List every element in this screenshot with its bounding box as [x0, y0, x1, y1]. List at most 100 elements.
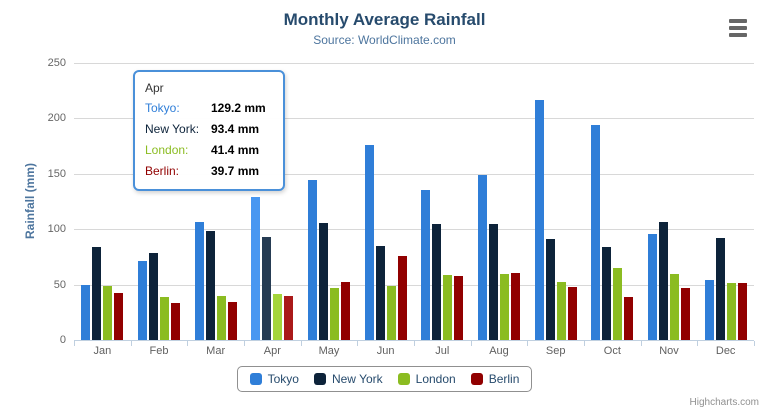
column-new-york-apr[interactable] [262, 237, 272, 340]
y-axis-tick-label: 50 [53, 278, 66, 291]
column-berlin-may[interactable] [340, 282, 350, 340]
column-london-jul[interactable] [443, 275, 453, 340]
x-axis-label-jun: Jun [376, 345, 395, 357]
column-berlin-jan[interactable] [114, 293, 124, 340]
x-axis-tick [357, 341, 358, 346]
legend-item-london[interactable]: London [397, 372, 456, 386]
column-berlin-jun[interactable] [397, 256, 407, 340]
column-london-apr[interactable] [273, 294, 283, 340]
tooltip-header: Apr [145, 81, 164, 95]
column-london-nov[interactable] [669, 274, 679, 340]
x-axis-tick [641, 341, 642, 346]
legend-swatch-icon [470, 373, 483, 385]
column-london-mar[interactable] [216, 296, 226, 340]
export-menu-icon[interactable] [729, 19, 747, 40]
x-axis-tick [131, 341, 132, 346]
x-axis-label-jan: Jan [93, 345, 112, 357]
chart-subtitle: Source: WorldClimate.com [313, 33, 456, 47]
y-axis-labels: 0 50 100 150 200 250 [0, 0, 68, 416]
bar-group-dec [697, 63, 754, 340]
column-tokyo-jul[interactable] [421, 190, 431, 340]
gridline [74, 173, 754, 175]
x-axis-tick [301, 341, 302, 346]
bar-group-feb [131, 63, 188, 340]
column-london-may[interactable] [329, 288, 339, 340]
column-berlin-aug[interactable] [510, 273, 520, 340]
column-new-york-jul[interactable] [432, 224, 442, 340]
bar-group-jan [74, 63, 131, 340]
legend: Tokyo New York London Berlin [236, 366, 533, 392]
legend-item-tokyo[interactable]: Tokyo [249, 372, 299, 386]
column-tokyo-feb[interactable] [137, 261, 147, 340]
x-axis-label-feb: Feb [149, 345, 169, 357]
column-berlin-jul[interactable] [454, 276, 464, 340]
column-london-sep[interactable] [556, 282, 566, 340]
tooltip-row-tokyo-: Tokyo: 129.2 mm [145, 98, 273, 119]
column-tokyo-oct[interactable] [591, 125, 601, 340]
x-axis-tick [414, 341, 415, 346]
column-new-york-oct[interactable] [602, 247, 612, 340]
column-london-aug[interactable] [499, 274, 509, 340]
legend-item-berlin[interactable]: Berlin [470, 372, 520, 386]
column-new-york-jan[interactable] [92, 247, 102, 340]
x-axis-tick [244, 341, 245, 346]
x-axis-label-aug: Aug [489, 345, 509, 357]
column-berlin-oct[interactable] [624, 297, 634, 340]
legend-item-new-york[interactable]: New York [313, 372, 383, 386]
column-london-feb[interactable] [159, 297, 169, 340]
column-tokyo-nov[interactable] [647, 234, 657, 340]
column-tokyo-dec[interactable] [704, 280, 714, 340]
column-tokyo-may[interactable] [307, 180, 317, 340]
column-new-york-mar[interactable] [205, 231, 215, 340]
column-london-jun[interactable] [386, 286, 396, 340]
x-axis-tick [527, 341, 528, 346]
tooltip-series-name: Tokyo: [145, 101, 180, 115]
y-axis-tick-label: 150 [47, 167, 66, 180]
column-tokyo-sep[interactable] [534, 100, 544, 340]
tooltip-series-value: 39.7 mm [211, 164, 260, 178]
column-tokyo-apr[interactable] [251, 197, 261, 340]
x-axis-label-oct: Oct [603, 345, 621, 357]
bar-group-oct [584, 63, 641, 340]
column-berlin-feb[interactable] [170, 303, 180, 340]
column-berlin-sep[interactable] [567, 287, 577, 340]
column-berlin-apr[interactable] [284, 296, 294, 340]
x-axis-tick [754, 341, 755, 346]
column-tokyo-aug[interactable] [477, 175, 487, 340]
column-new-york-feb[interactable] [148, 253, 158, 340]
bar-group-nov [641, 63, 698, 340]
x-axis-tick [584, 341, 585, 346]
credits-link[interactable]: Highcharts.com [689, 397, 759, 408]
column-berlin-nov[interactable] [680, 288, 690, 340]
column-new-york-sep[interactable] [545, 239, 555, 340]
bar-group-jun [357, 63, 414, 340]
legend-label: Tokyo [267, 372, 299, 386]
y-axis-tick-label: 250 [47, 57, 66, 69]
column-new-york-jun[interactable] [375, 246, 385, 340]
bar-group-sep [527, 63, 584, 340]
tooltip-series-value: 41.4 mm [211, 143, 260, 157]
column-london-oct[interactable] [613, 268, 623, 340]
x-axis-label-sep: Sep [545, 345, 566, 357]
column-new-york-dec[interactable] [715, 238, 725, 340]
column-tokyo-jan[interactable] [81, 285, 91, 340]
x-axis-tick [187, 341, 188, 346]
column-new-york-aug[interactable] [488, 224, 498, 340]
column-london-dec[interactable] [726, 283, 736, 340]
plot-area [74, 63, 755, 346]
column-berlin-dec[interactable] [737, 283, 747, 340]
y-axis-tick-label: 100 [47, 223, 66, 236]
column-tokyo-jun[interactable] [364, 145, 374, 340]
y-axis-tick-label: 200 [47, 112, 66, 125]
column-new-york-may[interactable] [318, 223, 328, 340]
column-berlin-mar[interactable] [227, 302, 237, 340]
tooltip-series-name: New York: [145, 122, 200, 136]
tooltip-row-london-: London: 41.4 mm [145, 140, 273, 161]
legend-label: Berlin [488, 372, 520, 386]
column-tokyo-mar[interactable] [194, 222, 204, 340]
tooltip-row-berlin-: Berlin: 39.7 mm [145, 161, 273, 182]
gridline [74, 63, 754, 64]
x-axis-label-apr: Apr [263, 345, 281, 357]
column-london-jan[interactable] [103, 286, 113, 340]
column-new-york-nov[interactable] [658, 222, 668, 340]
